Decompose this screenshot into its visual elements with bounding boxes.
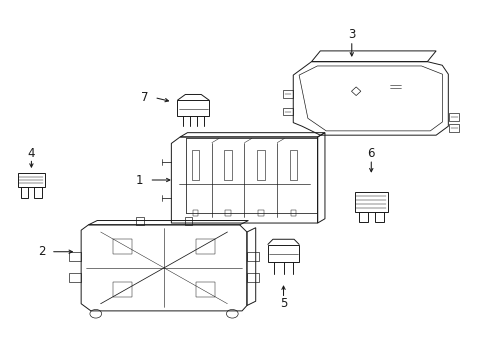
Bar bbox=[136, 217, 143, 225]
Bar bbox=[358, 212, 367, 222]
Bar bbox=[18, 173, 45, 187]
Bar bbox=[448, 113, 458, 121]
Bar bbox=[192, 210, 198, 216]
Bar bbox=[374, 212, 383, 222]
Text: 1: 1 bbox=[136, 174, 143, 186]
Bar bbox=[282, 90, 293, 98]
Bar bbox=[256, 150, 264, 180]
Bar bbox=[267, 245, 299, 262]
Bar bbox=[184, 217, 192, 225]
Bar bbox=[225, 210, 231, 216]
Bar bbox=[290, 210, 296, 216]
Text: 3: 3 bbox=[347, 28, 355, 41]
Bar bbox=[191, 150, 199, 180]
Bar bbox=[177, 100, 209, 116]
Text: 5: 5 bbox=[279, 297, 286, 310]
Bar bbox=[354, 192, 387, 212]
Text: 7: 7 bbox=[141, 91, 148, 104]
Text: 6: 6 bbox=[367, 147, 374, 159]
Bar bbox=[195, 282, 215, 297]
Text: 4: 4 bbox=[28, 147, 35, 159]
Bar bbox=[289, 150, 297, 180]
Bar bbox=[448, 124, 458, 132]
Bar bbox=[224, 150, 232, 180]
Bar bbox=[113, 282, 132, 297]
Bar bbox=[34, 187, 42, 198]
Bar bbox=[195, 239, 215, 253]
Text: 2: 2 bbox=[39, 245, 46, 258]
Bar bbox=[113, 239, 132, 253]
Bar bbox=[257, 210, 263, 216]
Bar bbox=[282, 108, 293, 116]
Bar bbox=[21, 187, 28, 198]
